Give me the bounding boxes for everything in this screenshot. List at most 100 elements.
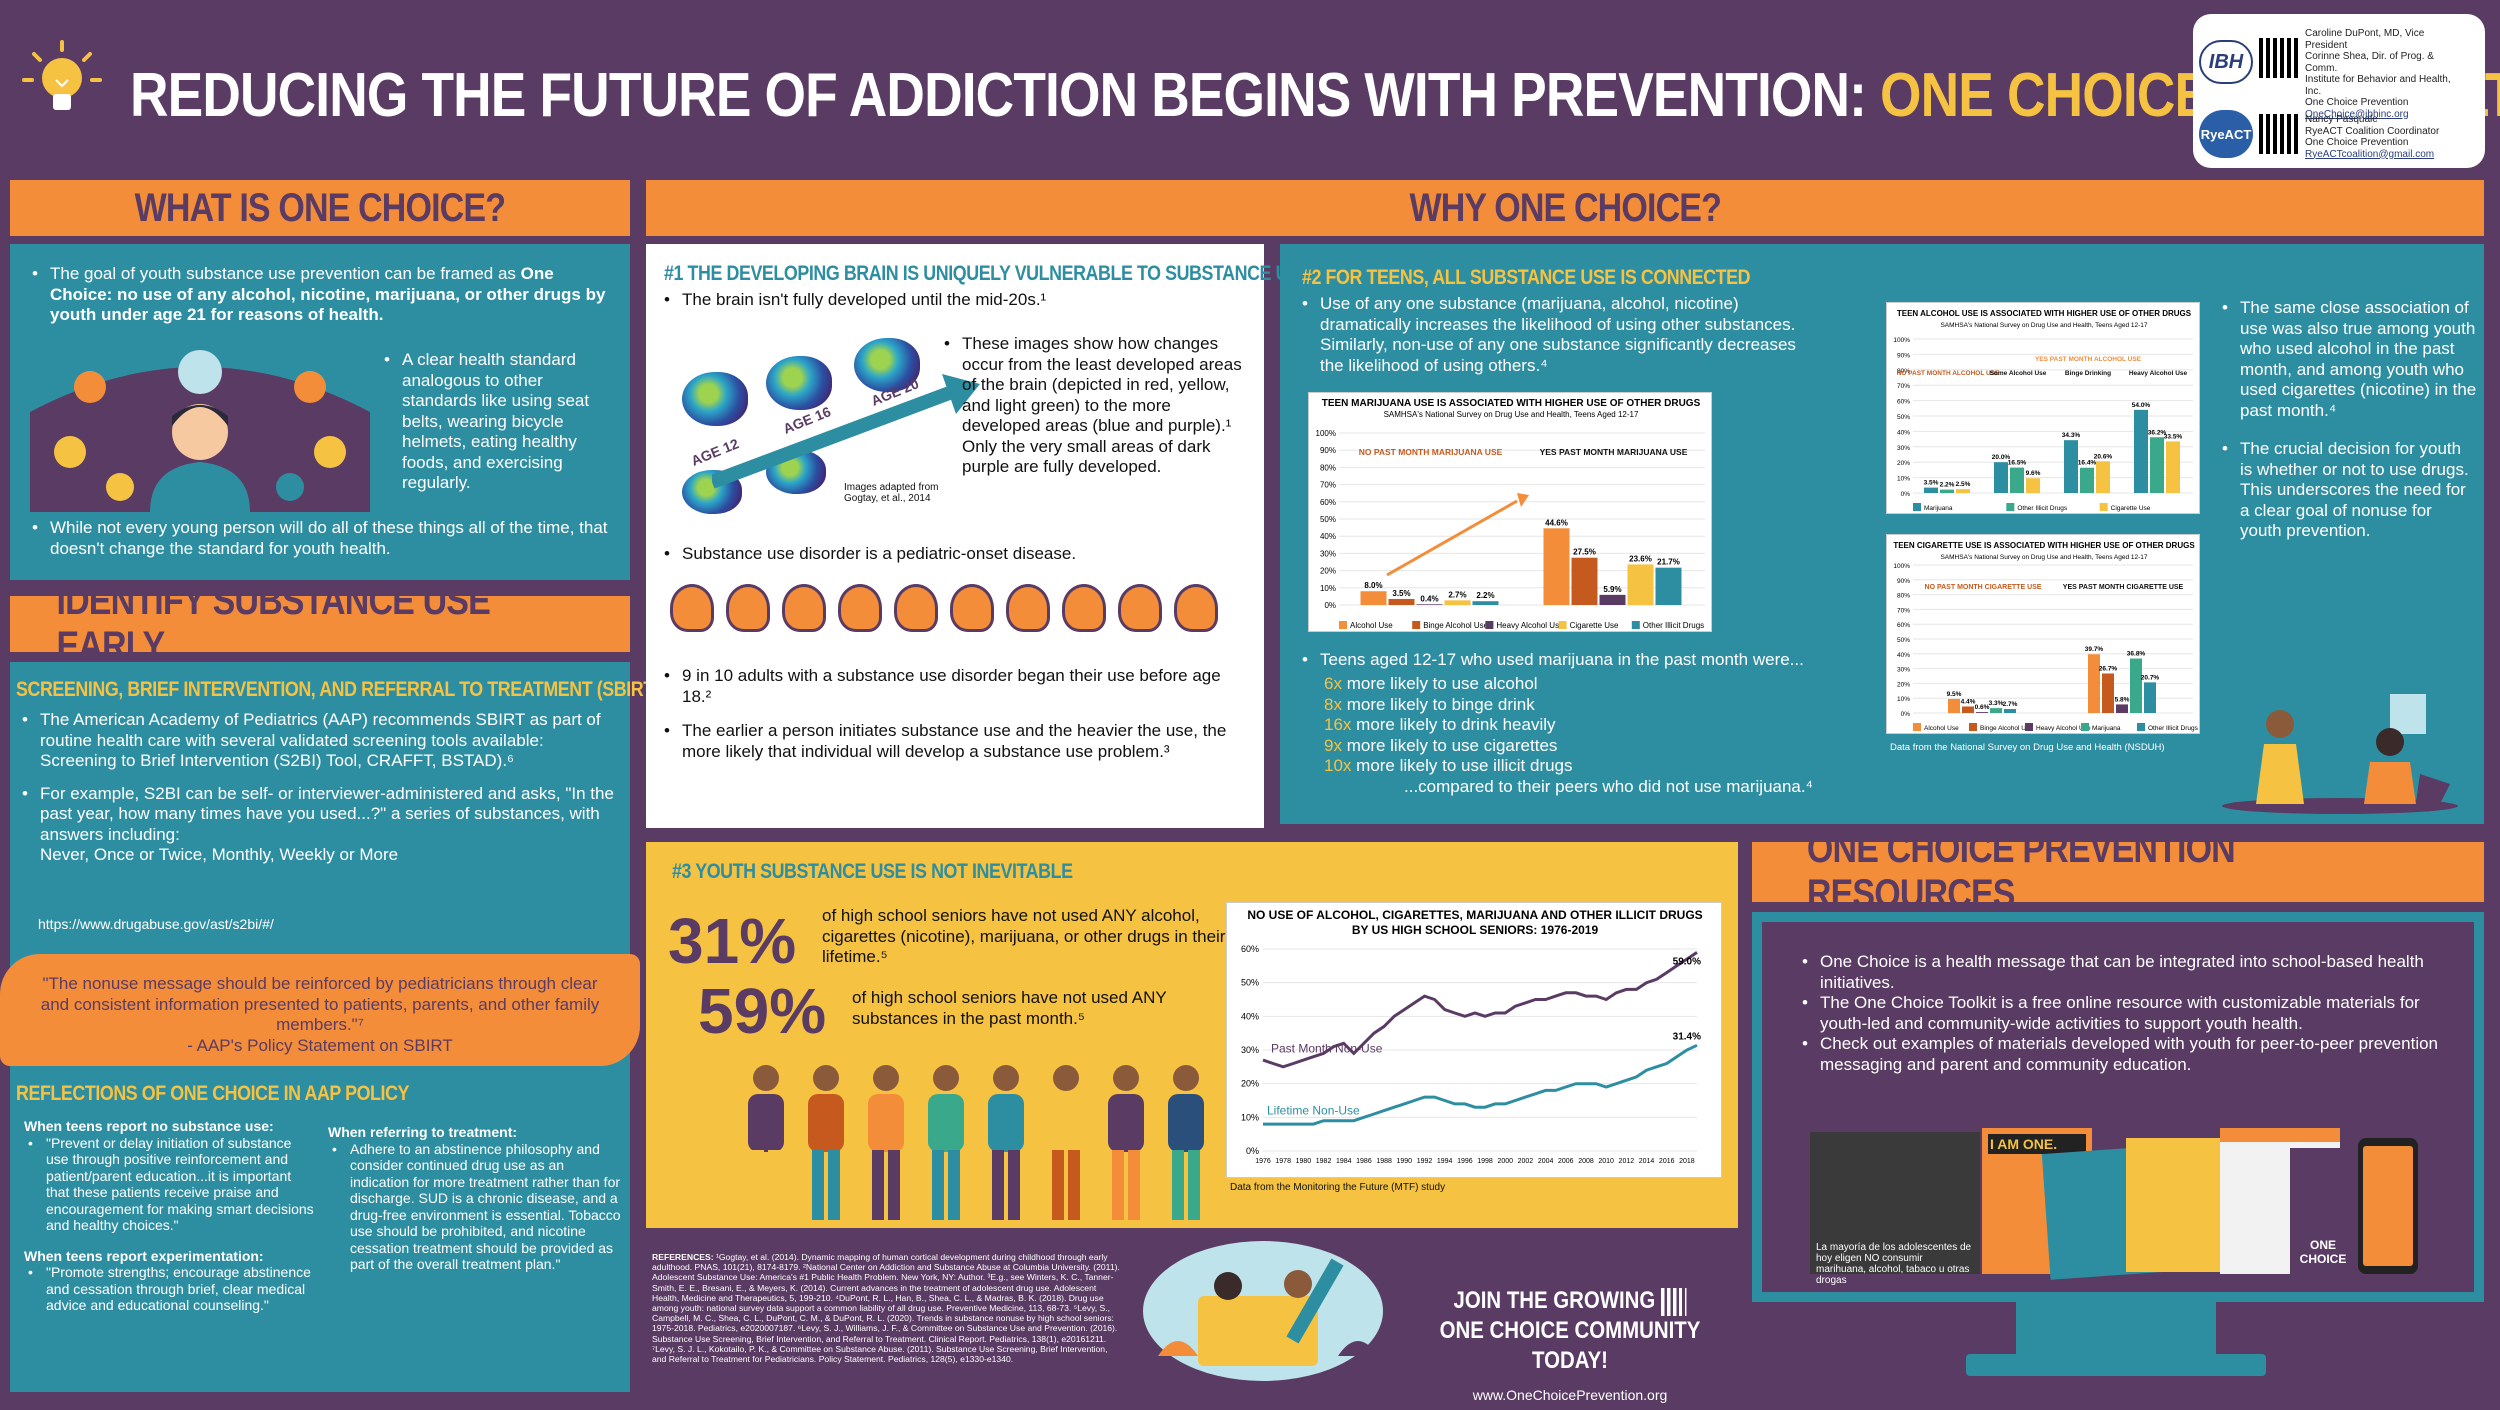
x-tick-label: 2014 — [1639, 1158, 1655, 1165]
legend-swatch — [1913, 503, 1921, 511]
y-tick-label: 50% — [1241, 978, 1259, 988]
y-tick-label: 10% — [1241, 1112, 1259, 1122]
arrow-head — [1517, 493, 1529, 507]
y-tick-label: 0% — [1324, 601, 1336, 610]
y-tick-label: 30% — [1897, 667, 1910, 674]
what-is-one-choice-panel: The goal of youth substance use preventi… — [10, 244, 630, 580]
bar-label: 16.5% — [2008, 460, 2027, 467]
stat-illicit: 10x more likely to use illicit drugs — [1324, 756, 1573, 775]
x-tick-label: 1988 — [1376, 1158, 1392, 1165]
stat-59-percent: 59% — [698, 975, 827, 1047]
bar — [1994, 462, 2008, 493]
lightbulb-icon — [22, 40, 102, 120]
what-is-one-choice-heading: WHAT IS ONE CHOICE? — [10, 180, 630, 236]
website-link[interactable]: www.OneChoicePrevention.org — [1472, 1387, 1668, 1403]
marijuana-stats: 6x more likely to use alcohol 8x more li… — [1324, 674, 1864, 797]
aap-quote-source: - AAP's Policy Statement on SBIRT — [187, 1035, 453, 1055]
bar — [1948, 698, 1960, 713]
one-choice-poster: ONE CHOICE — [2290, 1148, 2356, 1274]
group-label: YES PAST MONTH ALCOHOL USE — [2035, 356, 2142, 363]
y-tick-label: 30% — [1241, 1045, 1259, 1055]
resources-bullet-2: The One Choice Toolkit is a free online … — [1798, 993, 2438, 1034]
x-tick-label: 1976 — [1255, 1158, 1271, 1165]
head-icon — [1118, 584, 1162, 632]
monitor-stand — [2016, 1302, 2216, 1358]
y-tick-label: 80% — [1897, 368, 1910, 375]
bar-label: 27.5% — [1573, 548, 1596, 557]
youth-figure — [1048, 1065, 1084, 1220]
nonuse-trend-chart: NO USE OF ALCOHOL, CIGARETTES, MARIJUANA… — [1226, 902, 1722, 1178]
legend-label: Cigarette Use — [2111, 505, 2151, 512]
connected-heading: #2 FOR TEENS, ALL SUBSTANCE USE IS CONNE… — [1302, 266, 1751, 289]
connected-bullet-1: Use of any one substance (marijuana, alc… — [1298, 294, 1818, 376]
chart-title: TEEN CIGARETTE USE IS ASSOCIATED WITH HI… — [1893, 541, 2195, 550]
x-tick-label: 2000 — [1497, 1158, 1513, 1165]
y-tick-label: 100% — [1893, 563, 1910, 570]
x-tick-label: 1978 — [1275, 1158, 1291, 1165]
bar — [2004, 709, 2016, 713]
bar — [1990, 708, 2002, 713]
bar — [1924, 487, 1938, 493]
legend-swatch — [1558, 621, 1567, 629]
x-tick-label: 2012 — [1619, 1158, 1635, 1165]
chart-title: NO USE OF ALCOHOL, CIGARETTES, MARIJUANA… — [1247, 908, 1702, 922]
x-tick-label: 1992 — [1417, 1158, 1433, 1165]
goal-bullet: The goal of youth substance use preventi… — [28, 264, 612, 326]
s2bi-link[interactable]: https://www.drugabuse.gov/ast/s2bi/#/ — [38, 916, 274, 932]
standard-note-bullet: While not every young person will do all… — [28, 518, 628, 559]
bar-label: 2.7% — [1448, 590, 1466, 599]
legend-label: Binge Alcohol Use — [1980, 725, 2033, 732]
y-tick-label: 10% — [1897, 696, 1910, 703]
x-tick-label: 2008 — [1578, 1158, 1594, 1165]
experimentation-label: When teens report experimentation: — [24, 1247, 264, 1264]
bar-label: 33.5% — [2164, 433, 2183, 440]
head-icon — [838, 584, 882, 632]
y-tick-label: 100% — [1893, 337, 1910, 344]
brain-image-age16 — [766, 356, 832, 410]
y-tick-label: 40% — [1241, 1011, 1259, 1021]
head-icon — [670, 584, 714, 632]
youth-figure — [808, 1065, 844, 1220]
youth-illustration — [2220, 684, 2460, 814]
series-label: Past Month Non-Use — [1271, 1042, 1383, 1056]
legend-label: Heavy Alcohol Use — [2036, 725, 2091, 732]
youth-figure — [928, 1065, 964, 1220]
y-tick-label: 20% — [1320, 567, 1336, 576]
connected-panel: #2 FOR TEENS, ALL SUBSTANCE USE IS CONNE… — [1280, 244, 2484, 824]
legend-swatch — [2006, 503, 2015, 511]
bar-label: 0.4% — [1420, 594, 1438, 603]
bar — [1571, 557, 1598, 605]
sbirt-bullet-aap: The American Academy of Pediatrics (AAP)… — [18, 710, 618, 772]
bar — [1940, 489, 1954, 493]
legend-label: Cigarette Use — [1570, 621, 1619, 630]
bar-label: 3.3% — [1989, 700, 2004, 707]
brain-bullet-3: Substance use disorder is a pediatric-on… — [660, 544, 1240, 565]
brain-development-images: AGE 12 AGE 16 AGE 20 Images adapted from… — [682, 332, 982, 522]
stat-binge: 8x more likely to binge drink — [1324, 694, 1535, 714]
brain-bullet-5: The earlier a person initiates substance… — [660, 721, 1250, 762]
group-label: Binge Drinking — [2065, 370, 2111, 377]
bar-label: 9.6% — [2026, 470, 2041, 477]
qr-code-icon — [2259, 114, 2299, 154]
legend-swatch — [2025, 723, 2033, 731]
y-tick-label: 70% — [1897, 383, 1910, 390]
chart-subtitle: SAMHSA's National Survey on Drug Use and… — [1384, 410, 1639, 419]
x-tick-label: 2016 — [1659, 1158, 1675, 1165]
youth-figure — [1168, 1065, 1204, 1220]
health-illustration — [30, 342, 370, 512]
bar-label: 36.2% — [2148, 429, 2167, 436]
bar-label: 2.2% — [1940, 482, 1955, 489]
end-value-label: 59.0% — [1673, 956, 1701, 967]
no-use-label: When teens report no substance use: — [24, 1118, 274, 1134]
legend-swatch — [1485, 621, 1494, 629]
bar — [2166, 441, 2180, 493]
bar — [2010, 467, 2024, 493]
bar-label: 9.5% — [1947, 691, 1962, 698]
stat-comparison: ...compared to their peers who did not u… — [1404, 776, 1813, 796]
bar — [2116, 704, 2128, 713]
bar — [2102, 673, 2114, 713]
legend-swatch — [2099, 503, 2108, 511]
bar — [2080, 467, 2094, 493]
group-label: NO PAST MONTH CIGARETTE USE — [1925, 584, 2042, 591]
bar — [2064, 440, 2078, 493]
